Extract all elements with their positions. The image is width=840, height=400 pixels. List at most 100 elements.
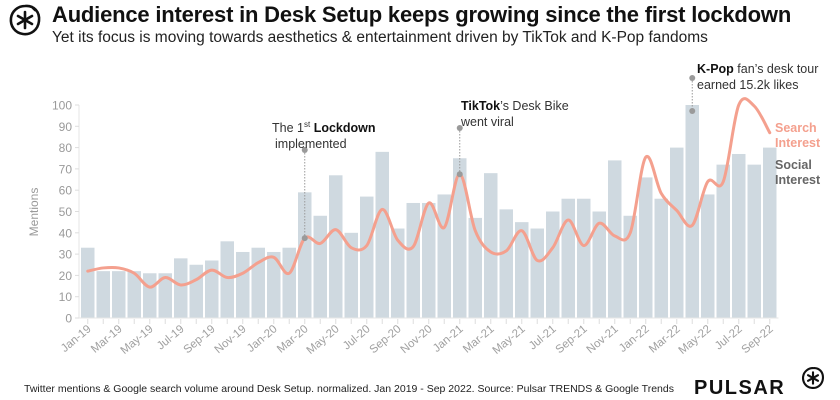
bar-Oct-21: [592, 211, 606, 318]
bar-Aug-20: [375, 151, 389, 318]
bar-Mar-20: [298, 192, 312, 318]
annotation-lockdown-sup: st: [303, 120, 311, 129]
bar-Sep-21: [577, 198, 591, 318]
annotation-lockdown: The 1st Lockdown implemented: [272, 117, 376, 152]
bar-Jan-19: [81, 247, 95, 318]
bar-May-21: [515, 222, 529, 318]
x-tick-label: Jan-19: [59, 323, 94, 355]
pulsar-logo-icon: [9, 4, 41, 36]
brand-wordmark: PULSAR: [694, 377, 786, 399]
bar-Nov-20: [422, 202, 436, 318]
annotation-dot-top: [689, 75, 696, 81]
x-tick-label: May-20: [305, 323, 342, 357]
bar-May-19: [143, 273, 157, 318]
bar-Jan-20: [267, 251, 281, 318]
bar-Jan-21: [453, 158, 467, 318]
annotation-kpop-text: fan’s desk tour: [733, 62, 819, 76]
bar-Sep-19: [205, 260, 219, 318]
y-axis-label: Mentions: [27, 188, 41, 237]
y-tick-label: 20: [59, 269, 73, 283]
y-tick-label: 10: [59, 290, 73, 304]
bar-Sep-20: [391, 228, 405, 318]
bar-Jul-22: [732, 153, 746, 318]
axes: 0 10 20 30 40 50 60 70 80 90 100: [52, 99, 779, 326]
x-tick-label: Nov-19: [213, 323, 249, 356]
bar-May-22: [701, 194, 715, 318]
bar-Nov-21: [608, 160, 622, 318]
bar-Feb-21: [468, 217, 482, 318]
annotation-lockdown-line2: implemented: [275, 137, 347, 152]
y-tick-label: 100: [52, 99, 72, 113]
bar-Jan-22: [639, 177, 653, 318]
x-tick-label: Nov-21: [585, 323, 621, 356]
x-tick-label: Sep-19: [182, 323, 218, 356]
x-tick-label: Jan-21: [431, 323, 466, 355]
y-tick-label: 70: [59, 162, 73, 176]
y-tick-label: 80: [59, 141, 73, 155]
legend-social-line1: Social: [775, 158, 812, 172]
bar-Aug-19: [189, 264, 203, 318]
annotation-tiktok-line2: went viral: [461, 115, 514, 129]
annotation-dot-bottom: [301, 235, 308, 242]
y-tick-label: 40: [59, 226, 73, 240]
annotation-kpop-bold: K-Pop: [697, 62, 734, 76]
annotation-dot-bottom: [456, 171, 463, 178]
bar-Feb-20: [282, 247, 296, 318]
bar-Jun-21: [530, 228, 544, 318]
bar-Feb-19: [96, 271, 110, 318]
annotation-tiktok-text: ’s Desk Bike: [500, 99, 569, 113]
bar-Apr-21: [499, 209, 513, 318]
y-tick-label: 0: [65, 312, 72, 326]
bar-series-social: [81, 105, 777, 318]
x-tick-label: Mar-19: [89, 323, 125, 356]
bar-Mar-22: [670, 147, 684, 318]
bar-Jul-20: [360, 196, 374, 318]
x-tick-label: Jan-20: [245, 323, 280, 355]
chart-subtitle: Yet its focus is moving towards aestheti…: [52, 29, 708, 46]
legend-search-interest: Search Interest: [775, 121, 820, 151]
source-footnote: Twitter mentions & Google search volume …: [24, 383, 674, 395]
bar-May-20: [329, 175, 343, 318]
legend-search-line1: Search: [775, 121, 817, 135]
bar-Mar-21: [484, 173, 498, 318]
bar-Sep-22: [763, 147, 777, 318]
chart-title: Audience interest in Desk Setup keeps gr…: [52, 2, 792, 27]
bar-Feb-22: [654, 198, 668, 318]
bar-Jun-20: [344, 232, 358, 318]
bar-Nov-19: [236, 251, 250, 318]
y-tick-label: 50: [59, 205, 73, 219]
line-series-search: [86, 97, 772, 289]
bar-Oct-19: [220, 241, 234, 318]
annotation-dot-top: [456, 125, 463, 131]
legend-social-interest: Social Interest: [775, 158, 820, 188]
annotation-dots: [301, 75, 696, 242]
annotation-kpop: K-Pop fan’s desk tour earned 15.2k likes: [697, 61, 818, 93]
y-tick-label: 30: [59, 248, 73, 262]
x-tick-label: Nov-20: [399, 323, 435, 356]
annotation-tiktok: TikTok’s Desk Bike went viral: [461, 98, 569, 130]
bar-Jun-19: [158, 273, 172, 318]
bar-Jun-22: [716, 164, 730, 318]
bar-Dec-21: [623, 215, 637, 318]
x-tick-label: Sep-21: [554, 323, 590, 356]
bar-Oct-20: [406, 202, 420, 318]
bar-Apr-19: [127, 271, 141, 318]
bar-Aug-22: [747, 164, 761, 318]
x-tick-label: Sep-22: [740, 323, 776, 356]
bar-Apr-22: [685, 105, 699, 318]
annotation-lockdown-text: The 1: [272, 121, 304, 136]
bar-Aug-21: [561, 198, 575, 318]
bar-Apr-20: [313, 215, 327, 318]
x-tick-label: Mar-22: [647, 323, 683, 356]
bar-Mar-19: [112, 271, 126, 318]
bar-Jul-21: [546, 211, 560, 318]
x-tick-label: Mar-20: [275, 323, 311, 356]
x-tick-label: May-21: [491, 323, 528, 357]
bar-Jul-19: [174, 258, 188, 318]
y-tick-label: 60: [59, 184, 73, 198]
x-tick-label: May-22: [677, 323, 714, 357]
annotation-lockdown-bold: Lockdown: [313, 121, 376, 136]
pulsar-asterisk-icon: [801, 367, 824, 390]
legend-search-line2: Interest: [775, 136, 821, 150]
